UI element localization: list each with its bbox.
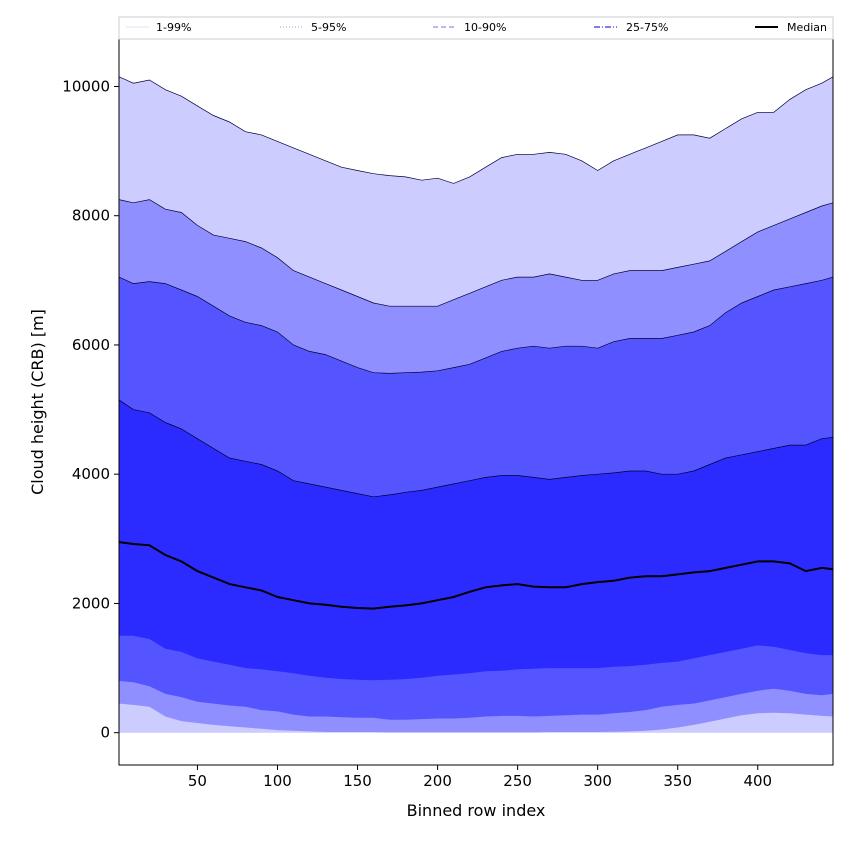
y-tick-label: 4000 (72, 465, 110, 483)
y-tick-label: 10000 (62, 77, 110, 95)
x-axis-label: Binned row index (407, 801, 546, 820)
legend: 1-99% 5-95% 10-90% 25-75% Median (118, 16, 834, 40)
x-tick-label: 150 (343, 772, 372, 790)
median-layer (118, 541, 834, 610)
y-axis-label: Cloud height (CRB) [m] (28, 309, 47, 495)
legend-label: 10-90% (464, 21, 506, 34)
edge-p99 (118, 76, 834, 184)
x-tick-label: 250 (503, 772, 532, 790)
edge-p95 (118, 199, 834, 307)
y-tick-label: 8000 (72, 207, 110, 225)
y-tick-label: 6000 (72, 336, 110, 354)
y-tick-label: 0 (100, 724, 110, 742)
legend-label: 25-75% (626, 21, 668, 34)
x-axis: 50 100 150 200 250 300 350 400 (188, 765, 772, 790)
legend-label: Median (787, 21, 827, 34)
legend-box (118, 16, 834, 40)
legend-label: 5-95% (311, 21, 346, 34)
legend-label: 1-99% (156, 21, 191, 34)
x-tick-label: 200 (423, 772, 452, 790)
median-line (118, 541, 834, 610)
edge-p90 (118, 276, 834, 374)
x-tick-label: 350 (663, 772, 692, 790)
y-tick-label: 2000 (72, 594, 110, 612)
x-tick-label: 300 (583, 772, 612, 790)
band-25-75 (119, 399, 833, 681)
percentile-band-edges (118, 76, 834, 498)
x-tick-label: 50 (188, 772, 207, 790)
y-axis: 0 2000 4000 6000 8000 10000 (62, 77, 119, 742)
percentile-bands (119, 76, 833, 733)
x-tick-label: 100 (263, 772, 292, 790)
edge-p75 (118, 399, 834, 498)
x-tick-label: 400 (743, 772, 772, 790)
